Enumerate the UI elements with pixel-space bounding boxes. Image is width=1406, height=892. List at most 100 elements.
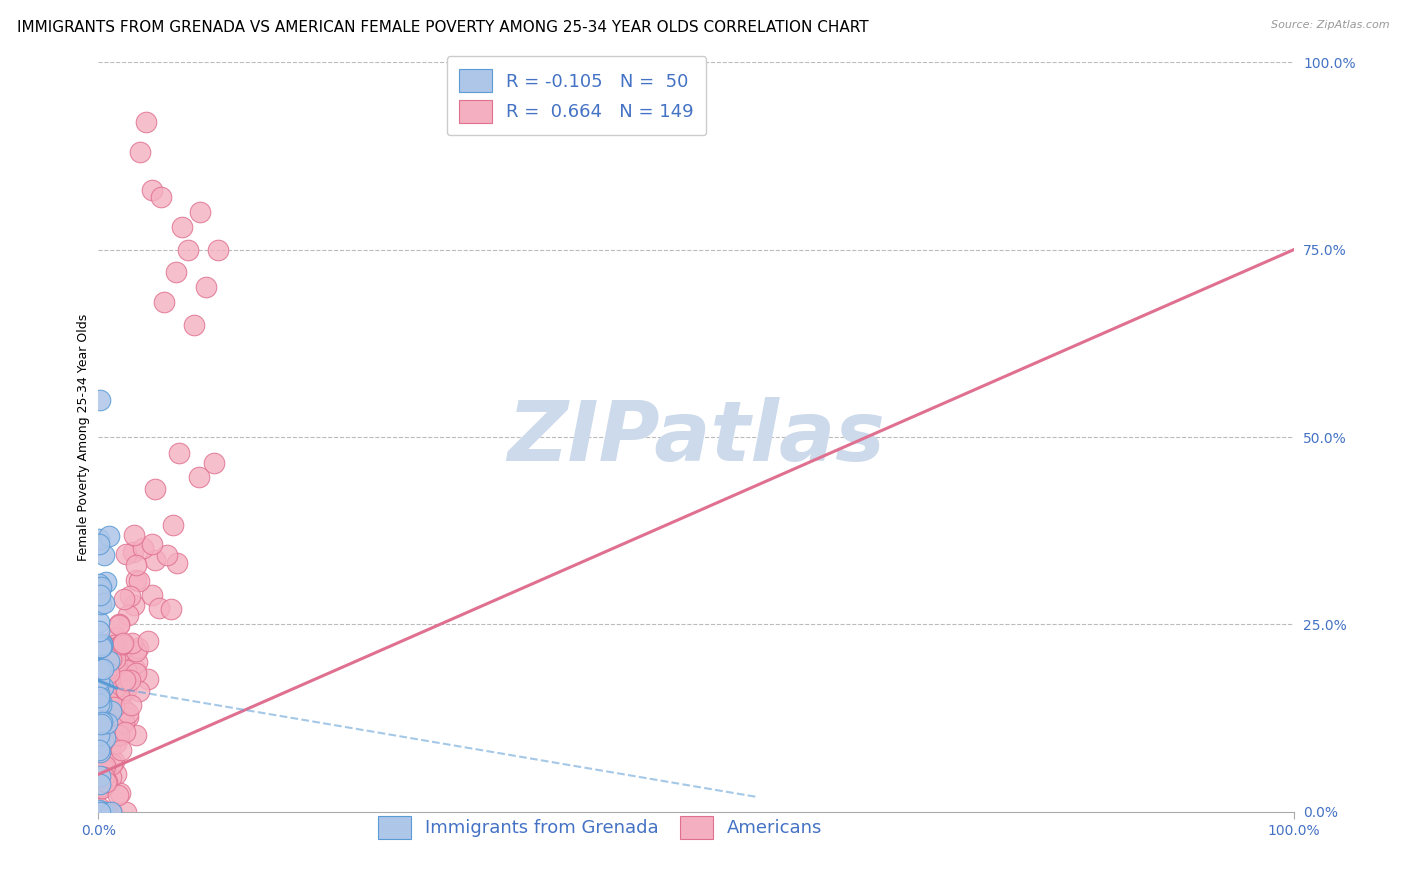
Point — [96, 775, 118, 789]
Point — [98, 729, 121, 743]
Point — [110, 644, 132, 658]
Point — [127, 640, 149, 655]
Point — [94, 681, 117, 695]
Point — [93, 596, 115, 610]
Point — [90, 697, 112, 711]
Point — [148, 601, 170, 615]
Point — [117, 710, 139, 724]
Point — [172, 220, 194, 235]
Point — [94, 805, 117, 819]
Point — [89, 805, 111, 819]
Point — [89, 392, 111, 407]
Point — [207, 243, 229, 257]
Point — [91, 678, 114, 692]
Point — [98, 744, 121, 758]
Point — [118, 589, 141, 603]
Point — [110, 686, 132, 700]
Point — [90, 717, 112, 731]
Point — [104, 657, 127, 672]
Point — [89, 577, 111, 591]
Point — [136, 672, 159, 686]
Point — [103, 640, 125, 655]
Point — [98, 529, 121, 543]
Point — [143, 482, 166, 496]
Point — [114, 805, 136, 819]
Point — [101, 805, 124, 819]
Point — [87, 690, 110, 704]
Point — [103, 700, 125, 714]
Point — [97, 744, 120, 758]
Point — [107, 788, 129, 802]
Point — [177, 243, 200, 257]
Point — [93, 637, 115, 651]
Point — [122, 598, 145, 612]
Point — [155, 548, 177, 562]
Point — [89, 615, 111, 629]
Point — [100, 705, 122, 719]
Point — [89, 725, 111, 739]
Point — [104, 681, 127, 696]
Point — [125, 558, 148, 572]
Point — [93, 769, 115, 783]
Point — [90, 597, 112, 611]
Point — [118, 658, 141, 673]
Point — [91, 717, 114, 731]
Point — [90, 637, 112, 651]
Point — [114, 681, 136, 696]
Point — [120, 673, 142, 687]
Point — [89, 676, 111, 690]
Point — [91, 734, 114, 748]
Point — [87, 697, 110, 711]
Point — [104, 736, 127, 750]
Point — [98, 640, 121, 655]
Point — [104, 729, 127, 743]
Point — [87, 734, 110, 748]
Point — [91, 781, 114, 796]
Point — [90, 664, 112, 678]
Point — [91, 761, 114, 775]
Point — [89, 764, 111, 779]
Point — [96, 730, 118, 744]
Point — [89, 586, 111, 600]
Point — [90, 662, 112, 676]
Point — [89, 702, 111, 716]
Point — [141, 537, 163, 551]
Point — [89, 582, 111, 596]
Point — [108, 728, 131, 742]
Point — [89, 742, 111, 756]
Point — [122, 528, 145, 542]
Point — [93, 805, 115, 819]
Point — [110, 638, 132, 652]
Point — [162, 518, 184, 533]
Point — [90, 780, 112, 794]
Point — [128, 683, 150, 698]
Point — [138, 634, 160, 648]
Point — [132, 541, 155, 556]
Point — [165, 265, 187, 279]
Point — [87, 673, 110, 687]
Point — [98, 655, 121, 669]
Point — [93, 759, 115, 773]
Point — [90, 680, 112, 694]
Point — [110, 786, 132, 800]
Point — [90, 637, 112, 651]
Point — [94, 774, 117, 789]
Point — [89, 662, 111, 676]
Point — [143, 553, 166, 567]
Point — [104, 767, 127, 781]
Point — [90, 757, 112, 772]
Point — [98, 672, 121, 686]
Point — [97, 730, 120, 744]
Point — [101, 717, 124, 731]
Point — [87, 537, 110, 551]
Point — [89, 588, 111, 602]
Point — [87, 728, 110, 742]
Point — [114, 725, 136, 739]
Point — [105, 630, 128, 644]
Point — [93, 769, 115, 783]
Point — [195, 280, 218, 294]
Point — [94, 574, 117, 589]
Point — [90, 639, 112, 653]
Y-axis label: Female Poverty Among 25-34 Year Olds: Female Poverty Among 25-34 Year Olds — [77, 313, 90, 561]
Legend: Immigrants from Grenada, Americans: Immigrants from Grenada, Americans — [366, 803, 835, 851]
